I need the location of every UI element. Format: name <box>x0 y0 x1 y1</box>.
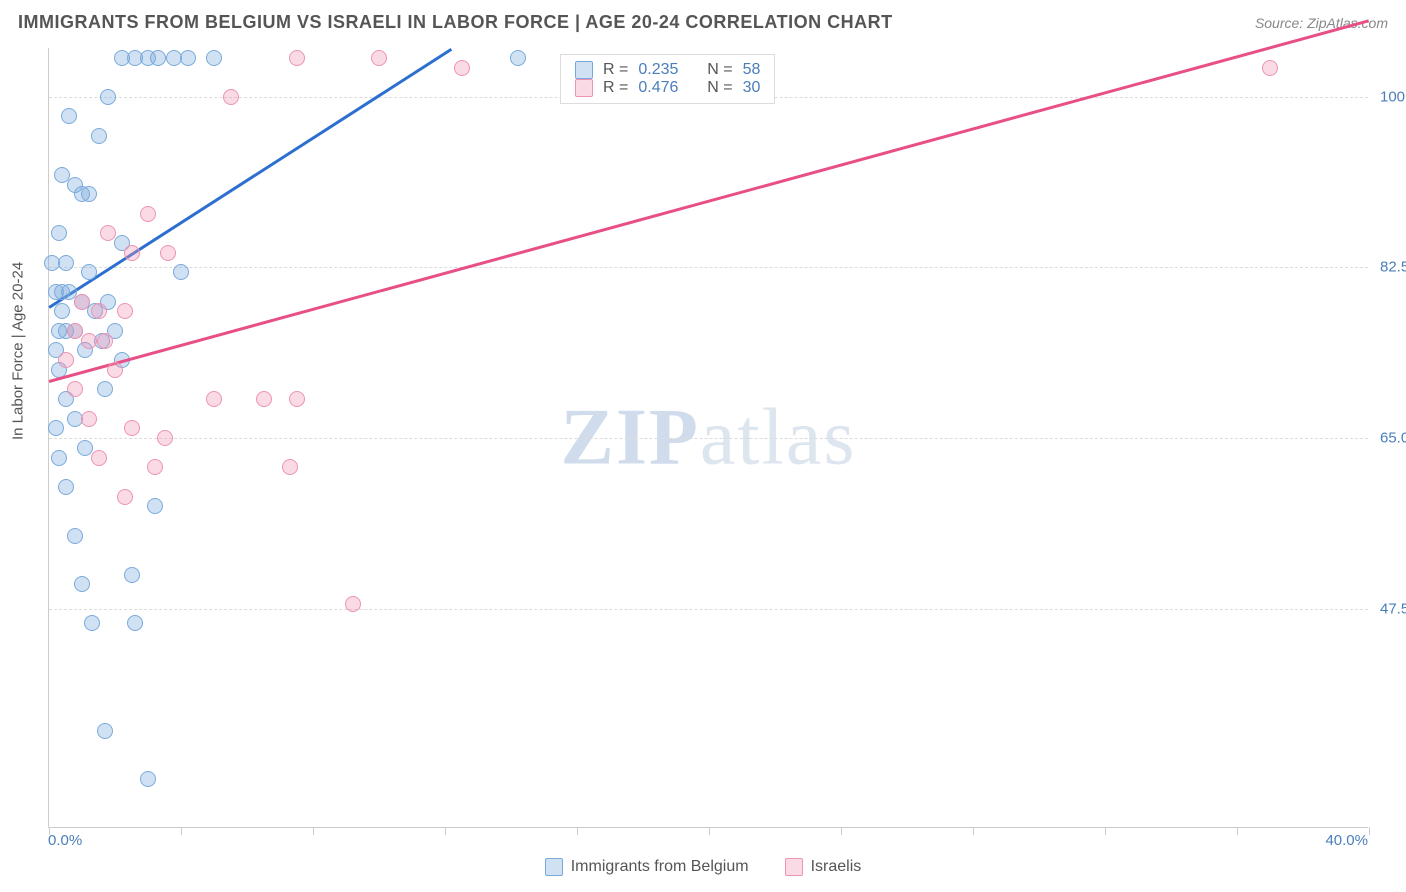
data-point-israelis <box>140 206 156 222</box>
n-prefix: N = <box>707 79 732 97</box>
data-point-belgium <box>84 615 100 631</box>
swatch-belgium-icon <box>575 61 593 79</box>
watermark-atlas: atlas <box>700 393 857 481</box>
scatter-plot-area: ZIPatlas 47.5%65.0%82.5%100.0% <box>48 48 1368 828</box>
data-point-belgium <box>97 381 113 397</box>
data-point-belgium <box>81 186 97 202</box>
series-legend: Immigrants from Belgium Israelis <box>0 858 1406 876</box>
data-point-israelis <box>117 303 133 319</box>
data-point-israelis <box>124 420 140 436</box>
r-prefix: R = <box>603 79 628 97</box>
data-point-belgium <box>150 50 166 66</box>
data-point-belgium <box>173 264 189 280</box>
data-point-belgium <box>54 303 70 319</box>
data-point-belgium <box>180 50 196 66</box>
y-tick-label: 65.0% <box>1372 430 1406 447</box>
swatch-israelis-icon <box>785 858 803 876</box>
data-point-belgium <box>140 771 156 787</box>
data-point-israelis <box>74 294 90 310</box>
data-point-israelis <box>289 391 305 407</box>
data-point-belgium <box>51 450 67 466</box>
data-point-belgium <box>127 615 143 631</box>
data-point-israelis <box>160 245 176 261</box>
legend-label-israelis: Israelis <box>811 858 862 876</box>
data-point-israelis <box>81 411 97 427</box>
data-point-israelis <box>223 89 239 105</box>
swatch-belgium-icon <box>545 858 563 876</box>
data-point-israelis <box>67 381 83 397</box>
data-point-israelis <box>147 459 163 475</box>
y-tick-label: 100.0% <box>1372 88 1406 105</box>
n-value-belgium: 58 <box>743 61 761 79</box>
legend-item-belgium: Immigrants from Belgium <box>545 858 749 876</box>
data-point-belgium <box>124 567 140 583</box>
data-point-israelis <box>97 333 113 349</box>
data-point-belgium <box>74 576 90 592</box>
data-point-israelis <box>1262 60 1278 76</box>
x-axis-labels: 0.0% 40.0% <box>48 832 1368 849</box>
gridline <box>49 267 1368 268</box>
data-point-belgium <box>91 128 107 144</box>
y-tick-label: 82.5% <box>1372 259 1406 276</box>
y-tick-label: 47.5% <box>1372 600 1406 617</box>
legend-row-belgium: R = 0.235 N = 58 <box>575 61 760 79</box>
legend-row-israelis: R = 0.476 N = 30 <box>575 79 760 97</box>
data-point-belgium <box>97 723 113 739</box>
data-point-israelis <box>91 303 107 319</box>
data-point-israelis <box>256 391 272 407</box>
data-point-israelis <box>91 450 107 466</box>
x-axis-max-label: 40.0% <box>1325 832 1368 849</box>
r-value-belgium: 0.235 <box>638 61 678 79</box>
data-point-israelis <box>282 459 298 475</box>
data-point-belgium <box>510 50 526 66</box>
legend-item-israelis: Israelis <box>785 858 862 876</box>
data-point-israelis <box>124 245 140 261</box>
data-point-israelis <box>345 596 361 612</box>
data-point-belgium <box>100 89 116 105</box>
legend-label-belgium: Immigrants from Belgium <box>571 858 749 876</box>
gridline <box>49 609 1368 610</box>
data-point-belgium <box>67 528 83 544</box>
watermark-zip: ZIP <box>561 393 700 481</box>
data-point-israelis <box>157 430 173 446</box>
data-point-israelis <box>81 333 97 349</box>
data-point-israelis <box>454 60 470 76</box>
r-prefix: R = <box>603 61 628 79</box>
data-point-belgium <box>51 225 67 241</box>
data-point-belgium <box>61 108 77 124</box>
x-axis-min-label: 0.0% <box>48 832 82 849</box>
data-point-israelis <box>107 362 123 378</box>
data-point-israelis <box>206 391 222 407</box>
header: IMMIGRANTS FROM BELGIUM VS ISRAELI IN LA… <box>18 12 1388 33</box>
trend-line-belgium <box>48 48 452 308</box>
data-point-israelis <box>289 50 305 66</box>
correlation-legend: R = 0.235 N = 58 R = 0.476 N = 30 <box>560 54 775 104</box>
n-prefix: N = <box>707 61 732 79</box>
data-point-belgium <box>81 264 97 280</box>
data-point-belgium <box>58 255 74 271</box>
data-point-israelis <box>371 50 387 66</box>
data-point-belgium <box>147 498 163 514</box>
y-axis-label: In Labor Force | Age 20-24 <box>10 262 27 440</box>
gridline <box>49 438 1368 439</box>
x-tick <box>1369 827 1370 835</box>
r-value-israelis: 0.476 <box>638 79 678 97</box>
data-point-israelis <box>117 489 133 505</box>
source-attribution: Source: ZipAtlas.com <box>1255 15 1388 31</box>
swatch-israelis-icon <box>575 79 593 97</box>
data-point-belgium <box>58 479 74 495</box>
n-value-israelis: 30 <box>743 79 761 97</box>
data-point-israelis <box>100 225 116 241</box>
chart-title: IMMIGRANTS FROM BELGIUM VS ISRAELI IN LA… <box>18 12 893 33</box>
data-point-belgium <box>206 50 222 66</box>
data-point-israelis <box>58 352 74 368</box>
data-point-belgium <box>48 420 64 436</box>
